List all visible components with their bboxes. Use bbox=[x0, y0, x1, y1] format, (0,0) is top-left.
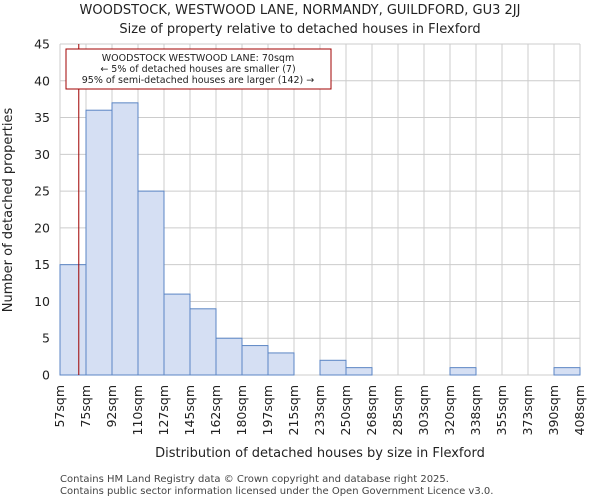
histogram-bar bbox=[449, 367, 477, 376]
x-tick-label: 250sqm bbox=[338, 385, 353, 435]
x-tick-label: 390sqm bbox=[546, 385, 561, 435]
x-tick-label: 110sqm bbox=[130, 385, 145, 435]
y-tick-label: 45 bbox=[34, 37, 50, 52]
x-tick-label: 285sqm bbox=[390, 385, 405, 435]
histogram-bar bbox=[163, 293, 191, 376]
x-tick-label: 127sqm bbox=[156, 385, 171, 435]
x-tick-label: 233sqm bbox=[312, 385, 327, 435]
histogram-bar bbox=[553, 367, 581, 376]
histogram-bar bbox=[345, 367, 373, 376]
y-tick-label: 20 bbox=[34, 220, 50, 235]
annotation-line-2: ← 5% of detached houses are smaller (7) bbox=[100, 64, 295, 75]
x-tick-label: 338sqm bbox=[468, 385, 483, 435]
histogram-bar bbox=[267, 352, 295, 376]
y-axis-ticks: 0 5 10 15 20 25 30 35 40 45 bbox=[34, 37, 50, 383]
annotation-box: WOODSTOCK WESTWOOD LANE: 70sqm ← 5% of d… bbox=[65, 48, 332, 90]
x-tick-label: 197sqm bbox=[260, 385, 275, 435]
annotation-line-3: 95% of semi-detached houses are larger (… bbox=[82, 75, 315, 86]
x-tick-label: 408sqm bbox=[572, 385, 587, 435]
x-tick-label: 320sqm bbox=[442, 385, 457, 435]
x-tick-label: 92sqm bbox=[104, 385, 119, 428]
y-tick-label: 15 bbox=[34, 257, 50, 272]
x-tick-label: 355sqm bbox=[494, 385, 509, 435]
annotation-line-1: WOODSTOCK WESTWOOD LANE: 70sqm bbox=[102, 53, 294, 64]
x-tick-label: 268sqm bbox=[364, 385, 379, 435]
x-tick-label: 162sqm bbox=[208, 385, 223, 435]
histogram-bar bbox=[319, 359, 347, 376]
y-tick-label: 35 bbox=[34, 110, 50, 125]
x-tick-label: 303sqm bbox=[416, 385, 431, 435]
x-axis-label: Distribution of detached houses by size … bbox=[155, 446, 485, 461]
y-axis-label: Number of detached properties bbox=[1, 108, 16, 313]
histogram-bar bbox=[189, 308, 217, 376]
bars bbox=[59, 102, 581, 376]
x-tick-label: 373sqm bbox=[520, 385, 535, 435]
y-tick-label: 25 bbox=[34, 184, 50, 199]
x-tick-label: 180sqm bbox=[234, 385, 249, 435]
histogram-bar bbox=[59, 264, 87, 376]
histogram-bar bbox=[215, 337, 243, 376]
chart-title: WOODSTOCK, WESTWOOD LANE, NORMANDY, GUIL… bbox=[80, 3, 521, 18]
y-tick-label: 5 bbox=[42, 331, 50, 346]
x-tick-label: 215sqm bbox=[286, 385, 301, 435]
y-tick-label: 10 bbox=[34, 294, 50, 309]
histogram-bar bbox=[85, 109, 113, 376]
y-tick-label: 40 bbox=[34, 73, 50, 88]
footer-line-1: Contains HM Land Registry data © Crown c… bbox=[60, 474, 449, 485]
footer-line-2: Contains public sector information licen… bbox=[60, 486, 493, 497]
histogram-bar bbox=[111, 102, 139, 376]
y-tick-label: 0 bbox=[42, 368, 50, 383]
y-tick-label: 30 bbox=[34, 147, 50, 162]
histogram-bar bbox=[241, 345, 269, 376]
x-tick-label: 75sqm bbox=[78, 385, 93, 428]
x-axis-ticks: 57sqm 75sqm 92sqm 110sqm 127sqm 145sqm 162sqm 1… bbox=[52, 385, 587, 435]
x-tick-label: 145sqm bbox=[182, 385, 197, 435]
x-tick-label: 57sqm bbox=[52, 385, 67, 428]
histogram-bar bbox=[137, 190, 165, 376]
chart-subtitle: Size of property relative to detached ho… bbox=[119, 22, 480, 37]
